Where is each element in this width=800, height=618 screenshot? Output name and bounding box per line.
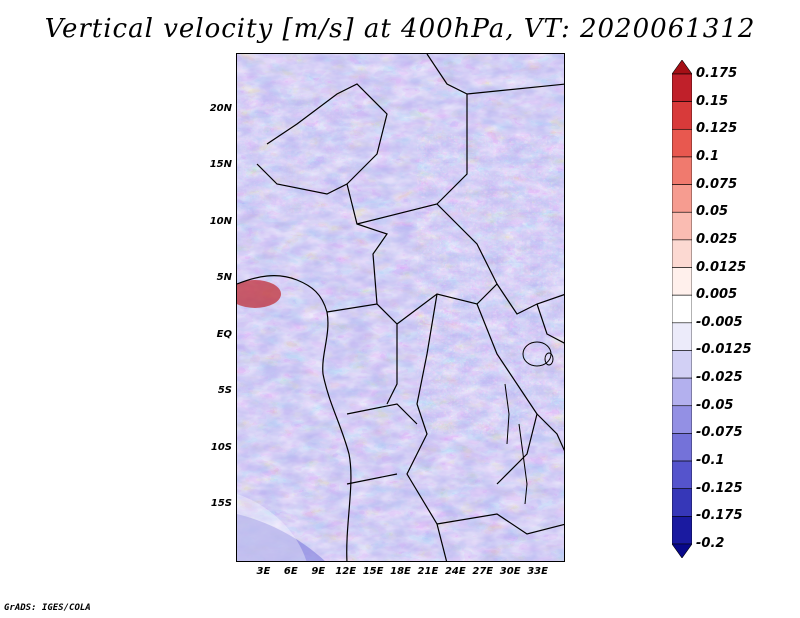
- colorbar-segment: [672, 156, 692, 185]
- footer-credit: GrADS: IGES/COLA: [4, 603, 91, 613]
- colorbar-label: -0.025: [696, 370, 743, 386]
- colorbar-segment: [672, 101, 692, 130]
- map-panel: [236, 53, 565, 562]
- colorbar-segment: [672, 350, 692, 379]
- colorbar-label: -0.005: [696, 314, 743, 330]
- lon-tick-label: 6E: [283, 566, 298, 577]
- lon-tick-label: 3E: [256, 566, 271, 577]
- colorbar-label: 0.0125: [696, 259, 747, 275]
- colorbar-segment: [672, 405, 692, 434]
- lon-tick-label: 12E: [335, 566, 357, 577]
- chart-title: Vertical velocity [m/s] at 400hPa, VT: 2…: [44, 14, 756, 44]
- colorbar-label: -0.1: [696, 453, 725, 469]
- colorbar-label: -0.2: [696, 536, 725, 551]
- colorbar-segment: [672, 516, 692, 545]
- colorbar-label: 0.05: [696, 204, 729, 220]
- lat-tick-label: 5N: [216, 272, 232, 284]
- colorbar-segment: [672, 377, 692, 407]
- lat-tick-label: 15N: [209, 159, 232, 171]
- colorbar-segment: [672, 433, 692, 462]
- lon-tick-label: 9E: [311, 566, 326, 577]
- lon-tick-label: 27E: [472, 566, 494, 577]
- colorbar-label: 0.025: [696, 231, 738, 247]
- colorbar-segment: [672, 322, 692, 351]
- lon-tick-label: 30E: [499, 566, 521, 577]
- colorbar-label: -0.175: [696, 508, 743, 524]
- colorbar-segment: [672, 128, 692, 158]
- country-borders: [237, 54, 564, 561]
- colorbar-label: 0.005: [696, 287, 738, 303]
- lat-tick-label: 10S: [210, 441, 232, 453]
- lat-tick-label: 5S: [217, 385, 232, 397]
- colorbar-segment: [672, 73, 692, 102]
- colorbar: [672, 60, 692, 558]
- colorbar-label: 0.1: [696, 148, 720, 164]
- lon-tick-label: 24E: [444, 566, 466, 577]
- lon-tick-label: 21E: [417, 566, 439, 577]
- colorbar-label: -0.0125: [696, 342, 752, 358]
- colorbar-segment: [672, 543, 692, 558]
- lakes: [504, 341, 554, 505]
- colorbar-label: 0.175: [696, 66, 738, 81]
- lat-tick-label: 10N: [209, 215, 232, 227]
- colorbar-segment: [672, 460, 692, 490]
- colorbar-segment: [672, 60, 692, 75]
- colorbar-label: -0.125: [696, 480, 743, 496]
- vertical-velocity-field: [237, 54, 564, 561]
- colorbar-label: -0.075: [696, 425, 743, 441]
- colorbar-segment: [672, 294, 692, 324]
- lat-tick-label: 20N: [209, 102, 232, 114]
- lat-tick-label: EQ: [216, 328, 232, 340]
- colorbar-label: 0.125: [696, 121, 738, 137]
- lon-tick-label: 15E: [362, 566, 384, 577]
- colorbar-segment: [672, 211, 692, 241]
- colorbar-label: 0.075: [696, 176, 738, 192]
- colorbar-segment: [672, 239, 692, 268]
- lat-tick-label: 15S: [210, 498, 232, 510]
- colorbar-segment: [672, 267, 692, 296]
- colorbar-segment: [672, 184, 692, 213]
- lon-tick-label: 18E: [390, 566, 411, 577]
- colorbar-segment: [672, 488, 692, 517]
- colorbar-label: -0.05: [696, 397, 734, 413]
- lon-tick-label: 33E: [527, 566, 548, 577]
- colorbar-label: 0.15: [696, 93, 729, 109]
